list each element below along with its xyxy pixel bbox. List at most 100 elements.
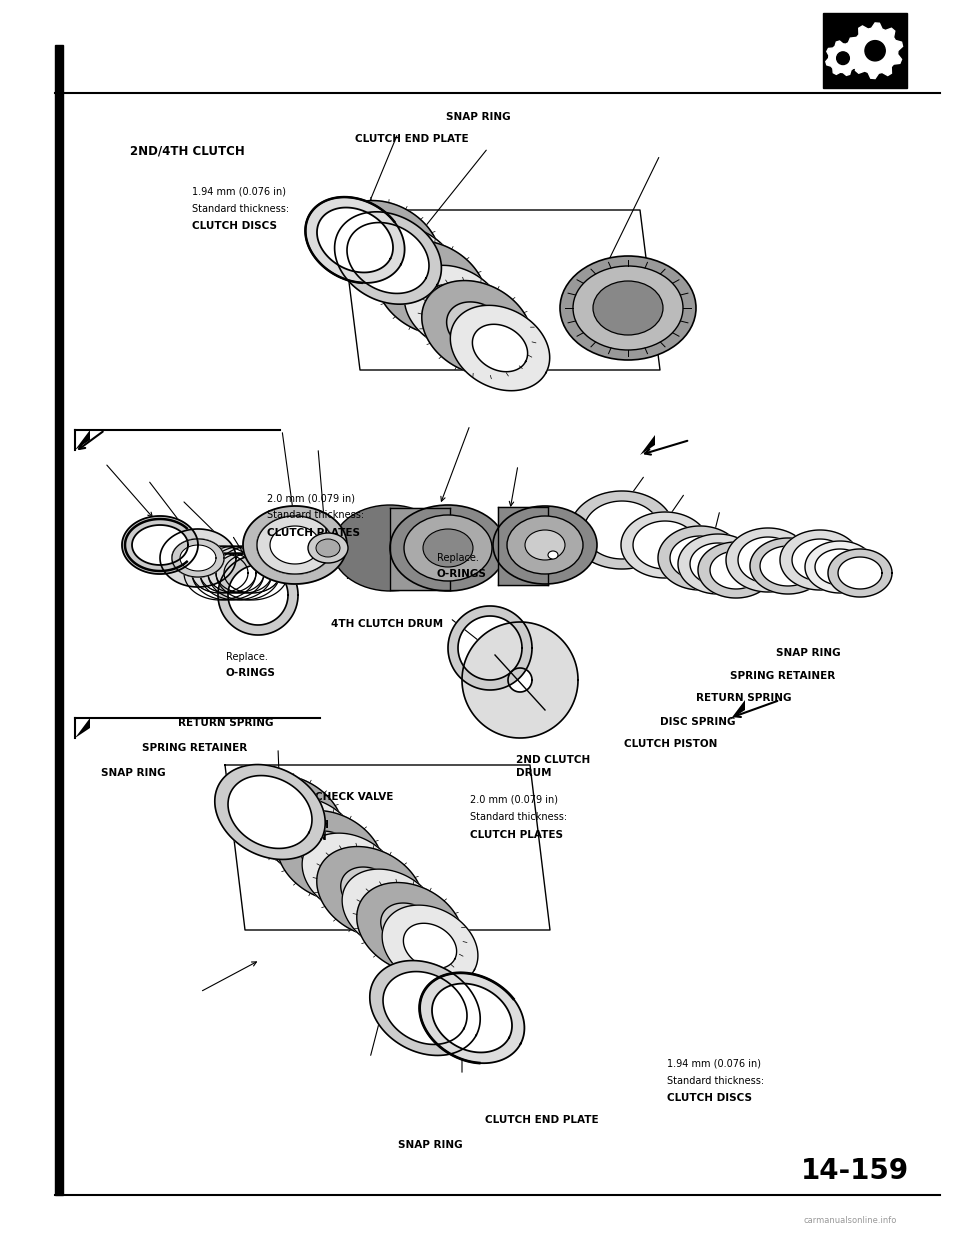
Text: 1.94 mm (0.076 in): 1.94 mm (0.076 in) (192, 186, 286, 196)
Polygon shape (324, 851, 376, 897)
Circle shape (865, 41, 885, 61)
Polygon shape (621, 512, 709, 578)
Bar (55, 45, 63, 1195)
Polygon shape (317, 847, 423, 938)
Polygon shape (257, 515, 333, 574)
Polygon shape (335, 212, 442, 304)
Polygon shape (347, 222, 429, 293)
Polygon shape (381, 903, 440, 953)
Polygon shape (283, 815, 337, 861)
Polygon shape (305, 197, 404, 283)
Text: 2.0 mm (0.079 in): 2.0 mm (0.079 in) (470, 795, 559, 805)
Ellipse shape (507, 515, 583, 574)
Ellipse shape (192, 553, 248, 592)
Polygon shape (237, 775, 344, 866)
Bar (498, 507, 548, 585)
Text: carmanualsonline.info: carmanualsonline.info (804, 1216, 897, 1225)
Polygon shape (698, 542, 774, 597)
Polygon shape (172, 539, 224, 578)
Bar (390, 508, 450, 590)
Polygon shape (421, 281, 532, 375)
Polygon shape (358, 225, 458, 310)
Ellipse shape (224, 553, 280, 592)
Polygon shape (218, 555, 298, 635)
Polygon shape (122, 515, 198, 574)
Polygon shape (570, 491, 674, 569)
Polygon shape (317, 207, 393, 272)
Text: RETURN SPRING: RETURN SPRING (696, 693, 791, 703)
Polygon shape (364, 887, 417, 933)
Ellipse shape (593, 281, 663, 335)
Polygon shape (75, 430, 90, 450)
Ellipse shape (525, 530, 565, 560)
Polygon shape (302, 833, 397, 915)
Text: CLUTCH PISTON: CLUTCH PISTON (624, 739, 717, 749)
Polygon shape (426, 284, 482, 332)
Polygon shape (180, 545, 216, 571)
Polygon shape (75, 718, 90, 738)
Polygon shape (383, 971, 467, 1045)
Polygon shape (848, 22, 902, 78)
Text: O-RINGS: O-RINGS (437, 569, 487, 579)
Polygon shape (375, 241, 486, 335)
Polygon shape (640, 435, 655, 455)
Ellipse shape (493, 505, 597, 584)
Text: 2ND/4TH CLUTCH: 2ND/4TH CLUTCH (130, 145, 245, 158)
Text: CLUTCH
PISTON: CLUTCH PISTON (283, 820, 329, 842)
Polygon shape (380, 245, 436, 292)
Text: CLUTCH END PLATE: CLUTCH END PLATE (485, 1115, 598, 1125)
Text: SNAP RING: SNAP RING (398, 1140, 463, 1150)
Ellipse shape (216, 553, 272, 592)
Polygon shape (354, 222, 416, 274)
Polygon shape (172, 539, 224, 578)
Ellipse shape (390, 505, 506, 591)
Polygon shape (420, 972, 524, 1063)
Polygon shape (462, 622, 578, 738)
Text: CLUTCH DISCS: CLUTCH DISCS (192, 221, 277, 231)
Ellipse shape (316, 539, 340, 556)
Text: CLUTCH PLATES: CLUTCH PLATES (267, 528, 360, 538)
Text: 14-159: 14-159 (801, 1158, 909, 1185)
Polygon shape (300, 831, 359, 881)
Polygon shape (678, 534, 758, 594)
Polygon shape (357, 883, 464, 974)
Polygon shape (805, 542, 875, 592)
Polygon shape (472, 324, 528, 371)
Text: SNAP RING: SNAP RING (101, 768, 165, 777)
Polygon shape (370, 960, 480, 1056)
Polygon shape (738, 537, 798, 582)
Ellipse shape (208, 553, 264, 592)
Polygon shape (400, 262, 462, 314)
Polygon shape (690, 543, 746, 585)
Ellipse shape (423, 529, 473, 568)
Ellipse shape (200, 553, 256, 592)
Polygon shape (342, 869, 438, 951)
Ellipse shape (404, 515, 492, 581)
Text: Standard thickness:: Standard thickness: (192, 204, 289, 214)
Text: Standard thickness:: Standard thickness: (470, 812, 567, 822)
Polygon shape (132, 525, 188, 565)
Polygon shape (826, 41, 860, 76)
Polygon shape (730, 700, 745, 720)
Text: 4TH CLUTCH DRUM: 4TH CLUTCH DRUM (331, 619, 444, 628)
Text: Standard thickness:: Standard thickness: (267, 510, 364, 520)
Ellipse shape (308, 533, 348, 563)
Text: 2.0 mm (0.079 in): 2.0 mm (0.079 in) (267, 493, 355, 503)
Polygon shape (228, 775, 312, 848)
Polygon shape (792, 539, 848, 581)
Ellipse shape (332, 505, 448, 591)
Polygon shape (658, 527, 742, 590)
Polygon shape (404, 266, 504, 350)
Polygon shape (780, 530, 860, 590)
Polygon shape (261, 795, 320, 845)
Polygon shape (330, 200, 441, 296)
Polygon shape (160, 529, 236, 587)
Polygon shape (838, 556, 882, 589)
Polygon shape (584, 501, 660, 559)
Polygon shape (262, 797, 358, 879)
Text: CLUTCH END PLATE: CLUTCH END PLATE (355, 134, 468, 144)
Polygon shape (382, 905, 478, 987)
Text: CHECK VALVE: CHECK VALVE (315, 792, 394, 802)
Polygon shape (341, 867, 399, 917)
Polygon shape (257, 515, 333, 574)
